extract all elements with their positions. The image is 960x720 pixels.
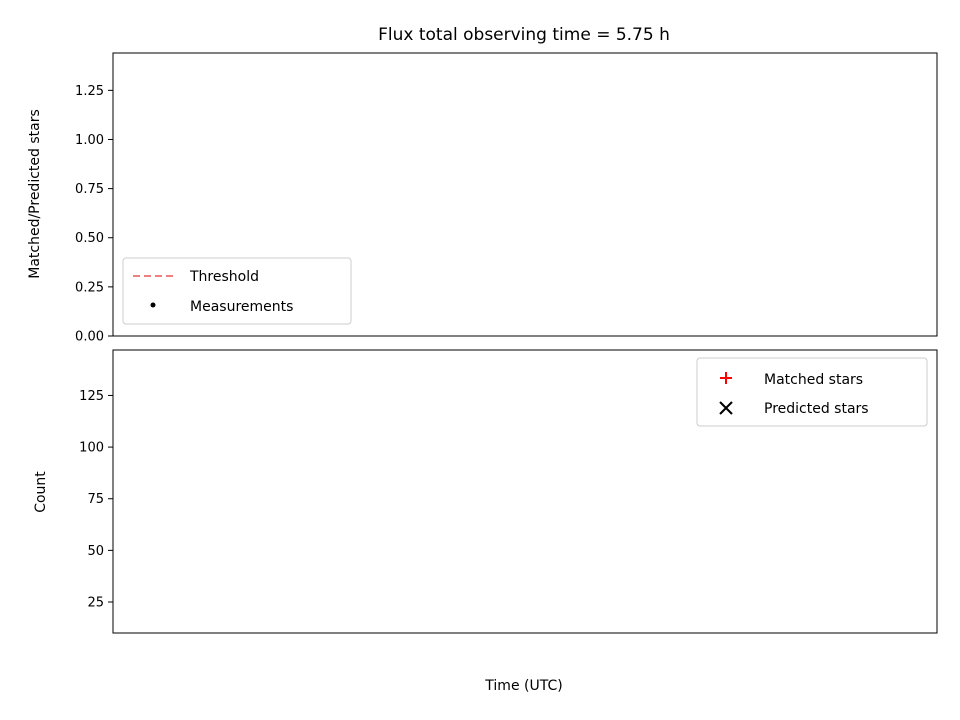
top-ytick-label: 1.00 [75,133,104,148]
top-panel: Flux total observing time = 5.75 h 0.000… [27,25,938,345]
bot-ytick-label: 75 [87,492,104,507]
bot-ytick-label: 125 [79,389,104,404]
legend-predicted-swatch [719,401,733,415]
top-ytick-label: 0.50 [75,231,104,246]
bottom-y-axis-label: Count [33,471,49,513]
top-legend: Threshold Measurements [122,257,352,325]
bot-ytick-label: 50 [87,544,104,559]
bottom-y-ticks: 25 50 75 100 125 [79,389,113,611]
top-ytick-label: 0.00 [75,330,104,345]
top-ytick-label: 0.75 [75,182,104,197]
top-ytick-label: 1.25 [75,84,104,99]
bot-ytick-label: 100 [79,441,104,456]
legend-matched-swatch [720,372,732,384]
top-ytick-label: 0.25 [75,280,104,295]
bottom-legend: Matched stars Predicted stars [696,357,928,427]
legend-matched-label: Matched stars [764,372,863,388]
legend-measurements-swatch [150,302,156,308]
top-axes-frame [112,52,938,337]
legend-threshold-label: Threshold [189,269,259,285]
x-axis-label: Time (UTC) [484,678,562,694]
chart-title: Flux total observing time = 5.75 h [378,25,670,45]
top-y-ticks: 0.00 0.25 0.50 0.75 1.00 1.25 [75,84,113,345]
bot-ytick-label: 25 [87,596,104,611]
bottom-axes-frame [112,349,938,634]
legend-measurements-label: Measurements [190,299,293,315]
legend-predicted-label: Predicted stars [764,401,869,417]
top-y-axis-label: Matched/Predicted stars [27,109,43,279]
